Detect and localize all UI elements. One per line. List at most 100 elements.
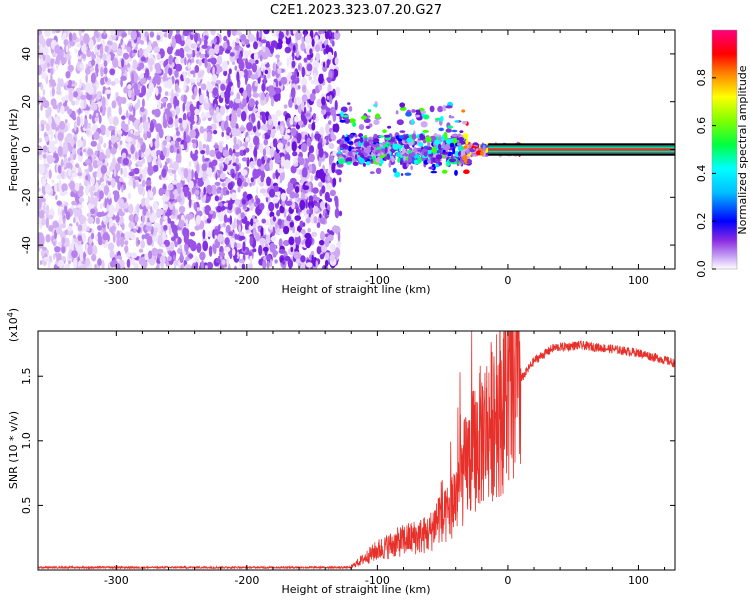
- spectrogram-cell: [233, 136, 237, 146]
- spectrogram-cell: [106, 170, 111, 177]
- spectrogram-cell: [208, 161, 214, 169]
- spectrogram-cell: [272, 172, 276, 180]
- spectrogram-cell: [318, 83, 323, 91]
- spectrogram-cell: [228, 81, 233, 87]
- spectrogram-cell: [258, 244, 263, 256]
- spectrogram-cell: [423, 151, 428, 157]
- spectrogram-cell: [169, 145, 174, 154]
- spectrogram-cell: [114, 126, 118, 138]
- spectrogram-cell: [226, 190, 230, 196]
- snr-xlabel: Height of straight line (km): [281, 583, 430, 596]
- spectrogram-cell: [399, 130, 406, 134]
- spectrogram-cell: [224, 95, 230, 105]
- spectrogram-cell: [136, 203, 140, 214]
- spectrogram-cell: [86, 212, 92, 218]
- spectrogram-cell: [140, 239, 145, 249]
- spectrogram-cell: [359, 137, 364, 142]
- spectrogram-cell: [140, 30, 145, 40]
- spectrogram-cell: [78, 260, 82, 267]
- spectrogram-cell: [154, 62, 161, 71]
- spectrogram-cell: [69, 180, 76, 191]
- spectrogram-cell: [236, 71, 240, 82]
- spectrogram-cell: [49, 143, 56, 153]
- spectrogram-cell: [105, 76, 108, 83]
- spectrogram-cell: [308, 145, 315, 154]
- spectrogram-cell: [224, 157, 230, 165]
- spectrogram-cell: [367, 109, 372, 113]
- spectrogram-cell: [243, 49, 249, 60]
- spectrogram-cell: [284, 153, 291, 162]
- spectrogram-cell: [160, 97, 168, 103]
- spectrogram-cell: [128, 171, 135, 177]
- spectrogram-cell: [400, 173, 404, 176]
- spectrogram-cell: [175, 63, 183, 72]
- spectrogram-cell: [177, 33, 182, 45]
- colorbar-label: Normalized spectral amplitude: [736, 65, 749, 234]
- spectrogram-cell: [127, 30, 131, 36]
- spectrogram-cell: [104, 197, 107, 209]
- spectrogram-cell: [117, 129, 123, 135]
- spectrogram-cell: [336, 240, 342, 249]
- spectrogram-cell: [465, 139, 469, 145]
- spectrogram-cell: [454, 169, 458, 176]
- spectrogram-cell: [348, 106, 353, 112]
- spectrogram-cell: [199, 163, 202, 169]
- spectrogram-cell: [73, 217, 76, 224]
- spectrogram-cell: [67, 108, 72, 115]
- spectrogram-cell: [182, 250, 186, 256]
- spectrogram-cell: [274, 87, 282, 94]
- spectrogram-cell: [54, 30, 61, 34]
- spectrogram-cell: [199, 47, 204, 53]
- spectrogram-cell: [249, 161, 255, 168]
- spectrogram-cell: [146, 155, 152, 163]
- spectrogram-cell: [269, 211, 275, 218]
- spectrogram-cell: [76, 204, 83, 209]
- spectrogram-cell: [253, 51, 259, 61]
- spectrogram-cell: [290, 87, 296, 99]
- spectrogram-cell: [204, 38, 208, 47]
- spectrogram-cell: [255, 111, 260, 119]
- spectrogram-cell: [457, 151, 461, 157]
- spectrogram-cell: [277, 177, 281, 186]
- spectrogram-cell: [189, 78, 196, 83]
- spectrogram-cell: [187, 180, 194, 189]
- spectrogram-cell: [89, 196, 96, 205]
- spectrogram-cell: [110, 81, 116, 86]
- spectrogram-cell: [229, 52, 235, 57]
- spectrogram-cell: [99, 190, 104, 200]
- spectrogram-cell: [406, 137, 413, 143]
- spectrogram-cell: [170, 91, 174, 103]
- spectrogram-cell: [207, 62, 212, 71]
- spectrogram-cell: [64, 204, 68, 214]
- spectrogram-cell: [101, 183, 106, 189]
- spectrogram-cell: [217, 233, 224, 243]
- spectrogram-cell: [468, 143, 472, 149]
- spectrogram-cell: [300, 191, 305, 200]
- spectrogram-cell: [90, 232, 95, 240]
- spectrogram-cell: [61, 237, 66, 244]
- spectrogram-cell: [420, 110, 427, 115]
- spectrogram-cell: [321, 244, 327, 253]
- spectrogram-cell: [198, 195, 201, 200]
- spectrogram-cell: [111, 42, 118, 52]
- spectrogram-cell: [121, 222, 125, 231]
- spectrogram-cell: [213, 244, 217, 255]
- spectrogram-cell: [239, 235, 246, 240]
- spectrogram-cell: [193, 73, 196, 78]
- spectrogram-cell: [291, 60, 296, 68]
- spectrogram-cell: [263, 138, 269, 146]
- spectrogram-cell: [270, 45, 274, 54]
- spectrogram-cell: [283, 104, 288, 109]
- spectrogram-cell: [72, 234, 76, 239]
- spectrogram-cell: [277, 61, 283, 66]
- spectrogram-cell: [129, 104, 132, 112]
- spectrogram-cell: [30, 222, 34, 231]
- spectrogram-cell: [312, 113, 316, 121]
- spectrogram-cell: [41, 217, 46, 226]
- spectrogram-cell: [199, 126, 204, 134]
- spectrogram-cell: [175, 30, 180, 35]
- spectrogram-cell: [38, 243, 44, 249]
- spectrogram-cell: [260, 175, 265, 183]
- spectrogram-cell: [272, 216, 277, 222]
- spectrogram-cell: [382, 129, 387, 134]
